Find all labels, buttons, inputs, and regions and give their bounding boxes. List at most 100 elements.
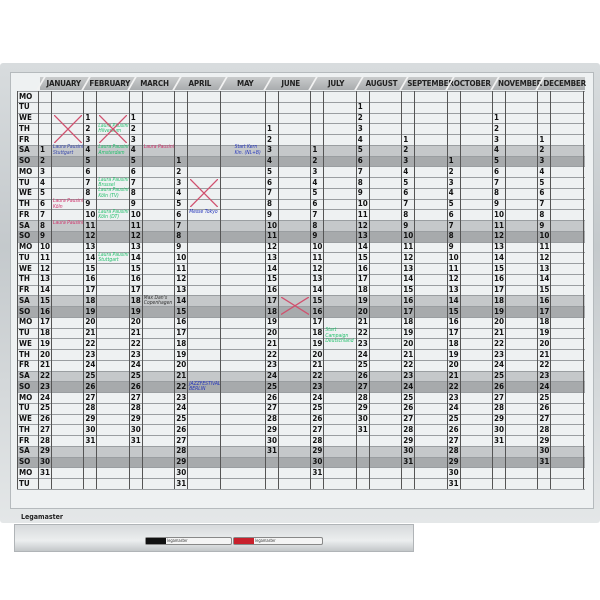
handwritten-note: Laura Pausini Hilversum xyxy=(98,122,129,135)
day-number: 3 xyxy=(176,177,182,187)
day-number: 23 xyxy=(357,338,368,348)
day-number: 30 xyxy=(494,424,505,434)
planner-row xyxy=(17,306,585,318)
day-number: 12 xyxy=(40,263,51,273)
weekday-label: MO xyxy=(19,317,33,327)
day-number: 24 xyxy=(267,371,278,380)
day-number: 28 xyxy=(357,392,368,402)
day-number: 18 xyxy=(40,328,51,337)
weekday-label: SA xyxy=(19,295,30,305)
day-number: 19 xyxy=(357,295,368,305)
day-number: 8 xyxy=(176,231,182,241)
planner-row xyxy=(17,187,585,200)
weekday-label: MO xyxy=(19,392,33,402)
day-number: 11 xyxy=(312,252,323,262)
day-number: 23 xyxy=(494,349,505,359)
day-number: 27 xyxy=(448,435,459,445)
handwritten-note: Laura Pausini xyxy=(53,219,84,226)
day-number: 8 xyxy=(494,188,500,198)
day-number: 14 xyxy=(539,274,550,284)
day-number: 13 xyxy=(267,252,278,262)
day-number: 31 xyxy=(267,446,278,456)
day-number: 21 xyxy=(267,338,278,348)
day-number: 28 xyxy=(85,403,96,413)
red-marker[interactable]: legamaster xyxy=(233,537,323,545)
month-column-line xyxy=(265,91,266,489)
black-marker[interactable]: legamaster xyxy=(145,537,232,545)
planner-row xyxy=(17,424,585,436)
day-number: 30 xyxy=(176,467,187,477)
day-number: 1 xyxy=(85,113,91,122)
day-number: 27 xyxy=(267,403,278,413)
day-number: 27 xyxy=(40,424,51,434)
day-number: 22 xyxy=(357,328,368,337)
day-number: 8 xyxy=(267,199,273,208)
day-number: 1 xyxy=(130,113,136,122)
day-number: 14 xyxy=(130,252,141,262)
day-number: 9 xyxy=(403,220,409,230)
day-number: 31 xyxy=(403,457,414,466)
day-number: 4 xyxy=(539,166,545,176)
day-number: 16 xyxy=(494,274,505,284)
planner-row xyxy=(17,209,585,221)
weekday-label: SA xyxy=(19,220,30,230)
day-number: 22 xyxy=(312,371,323,380)
day-number: 20 xyxy=(267,328,278,337)
planner-row xyxy=(17,478,585,490)
day-number: 27 xyxy=(357,381,368,391)
day-number: 27 xyxy=(85,392,96,402)
day-number: 29 xyxy=(448,457,459,466)
day-number: 24 xyxy=(40,392,51,402)
day-number: 26 xyxy=(357,371,368,380)
day-number: 17 xyxy=(312,317,323,327)
day-number: 25 xyxy=(130,371,141,380)
day-number: 25 xyxy=(494,371,505,380)
day-number: 5 xyxy=(539,177,545,187)
planner-row xyxy=(17,456,585,469)
handwritten-note: Start Kern Kin. (NL+B) xyxy=(234,144,261,156)
weekday-label: MO xyxy=(19,91,33,101)
weekday-label: TU xyxy=(19,478,30,488)
weekday-label: TH xyxy=(19,199,30,208)
day-number: 2 xyxy=(494,123,500,133)
day-number: 2 xyxy=(267,134,273,144)
day-number: 1 xyxy=(448,156,454,165)
day-number: 29 xyxy=(403,435,414,445)
day-number: 10 xyxy=(403,231,414,241)
day-number: 5 xyxy=(448,199,454,208)
planner-row xyxy=(17,230,585,243)
day-number: 13 xyxy=(403,263,414,273)
day-number: 28 xyxy=(176,446,187,456)
day-strip-line xyxy=(278,91,279,489)
day-number: 25 xyxy=(448,414,459,423)
day-number: 31 xyxy=(539,457,550,466)
day-number: 30 xyxy=(85,424,96,434)
day-number: 19 xyxy=(130,306,141,316)
day-number: 12 xyxy=(130,231,141,241)
month-column-line xyxy=(174,91,176,489)
day-number: 23 xyxy=(85,349,96,359)
weekday-label: TH xyxy=(19,349,30,359)
day-number: 16 xyxy=(403,295,414,305)
day-number: 18 xyxy=(494,295,505,305)
day-number: 22 xyxy=(40,371,51,380)
day-number: 26 xyxy=(130,381,141,391)
planner-row xyxy=(17,413,585,426)
weekday-label: FR xyxy=(19,134,30,144)
handwritten-note: Messe Tokyo xyxy=(189,208,218,215)
day-number: 1 xyxy=(403,134,409,144)
day-number: 4 xyxy=(85,145,91,155)
day-number: 27 xyxy=(539,414,550,423)
day-number: 14 xyxy=(494,252,505,262)
day-number: 22 xyxy=(448,381,459,391)
weekday-label: FR xyxy=(19,209,30,219)
day-number: 12 xyxy=(176,274,187,284)
planner-row xyxy=(17,155,585,168)
day-number: 9 xyxy=(494,199,500,208)
day-number: 9 xyxy=(539,220,545,230)
weekday-label: TU xyxy=(19,177,30,187)
day-number: 24 xyxy=(403,381,414,391)
month-column-line xyxy=(219,91,221,489)
day-number: 31 xyxy=(312,467,323,477)
planner-row xyxy=(17,91,585,103)
